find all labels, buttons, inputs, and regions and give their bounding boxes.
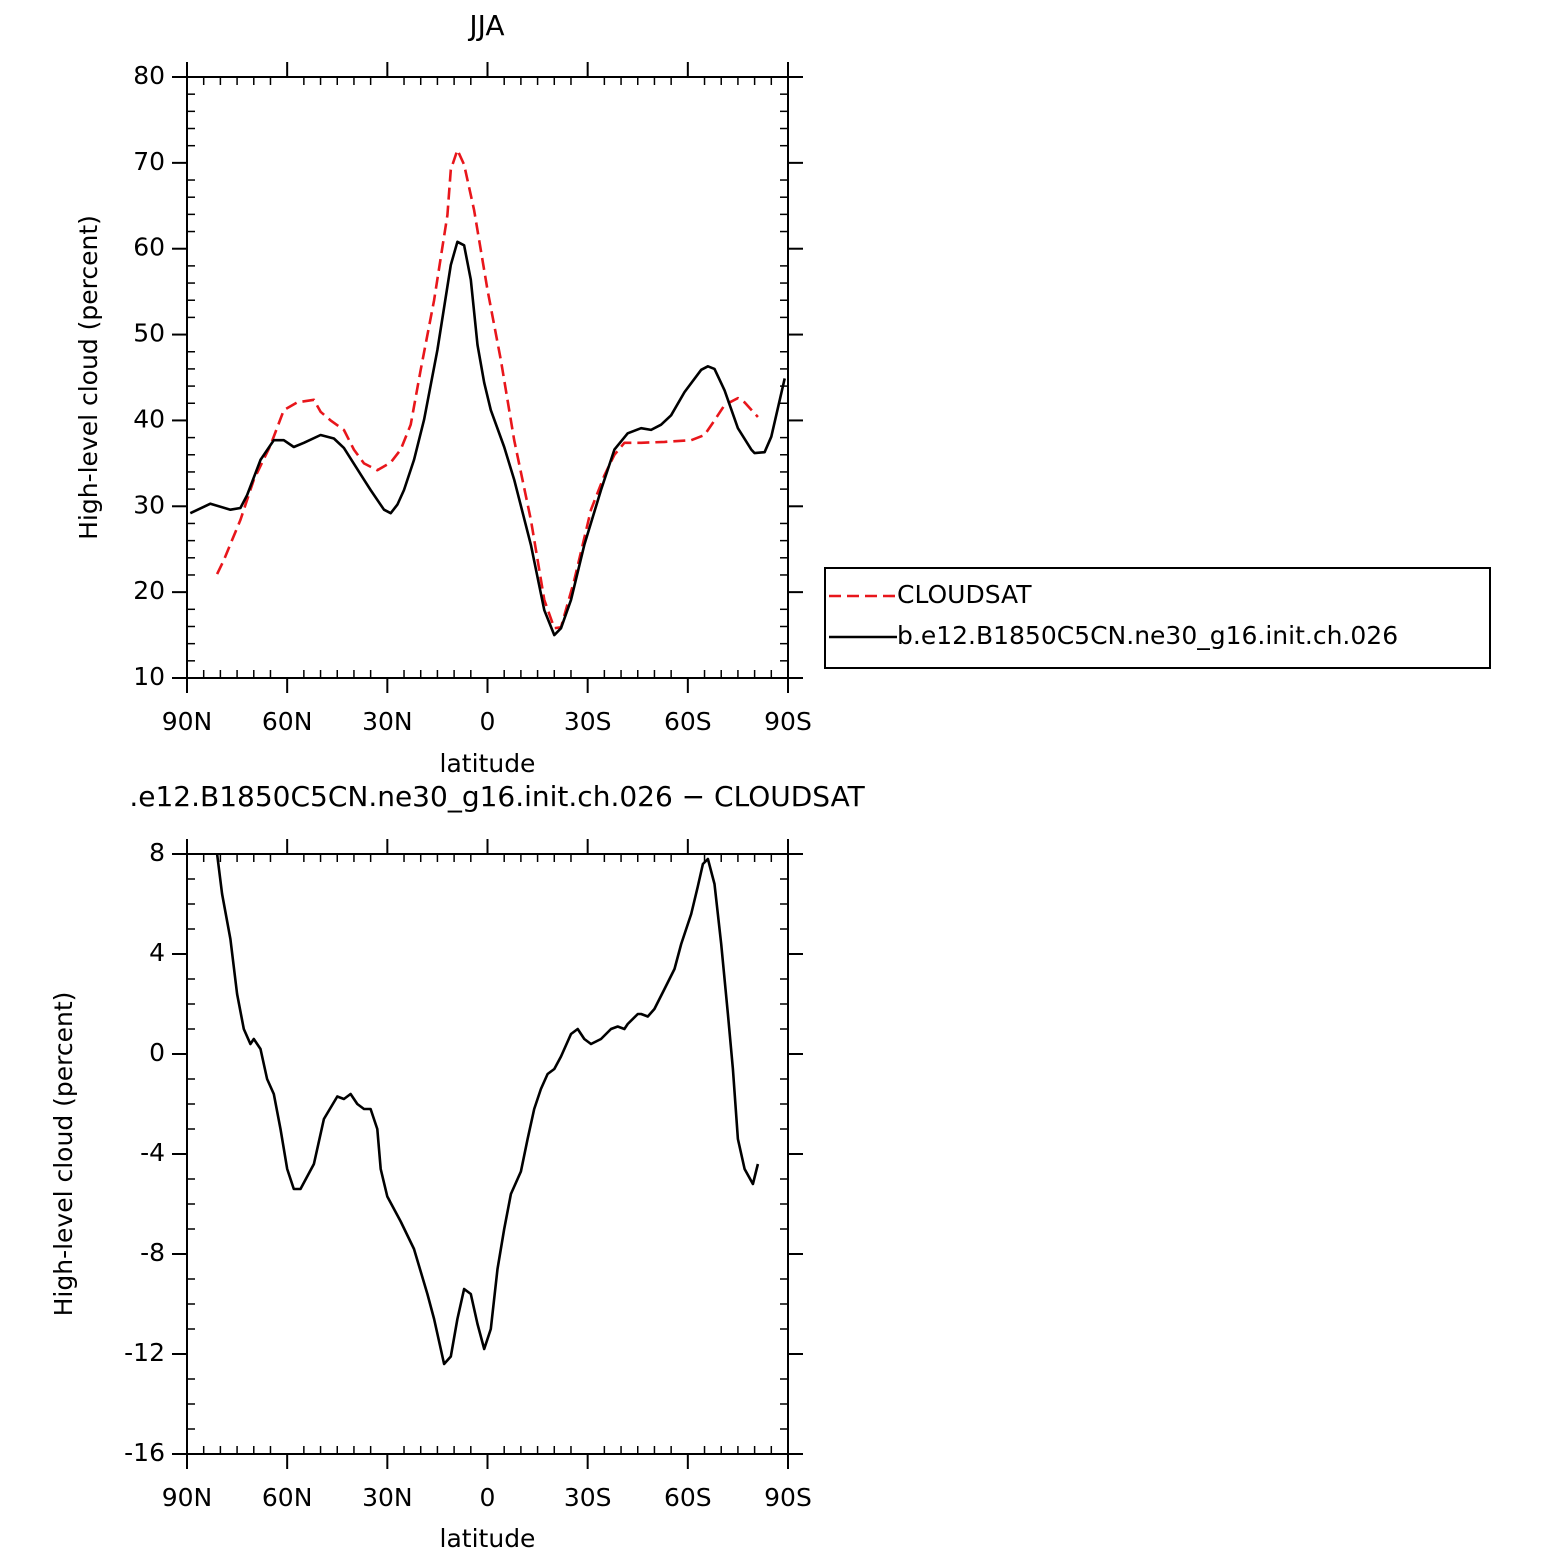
legend-label: CLOUDSAT xyxy=(897,580,1032,609)
y-tick-label: 70 xyxy=(133,147,165,176)
y-tick-label: 40 xyxy=(133,404,165,433)
y-tick-label: 60 xyxy=(133,233,165,262)
x-axis-label: latitude xyxy=(440,1524,536,1553)
x-tick-label: 90S xyxy=(764,707,812,736)
chart-title: JJA xyxy=(467,9,504,42)
y-tick-label: -8 xyxy=(140,1238,165,1267)
x-tick-label: 30N xyxy=(362,707,413,736)
y-tick-label: -16 xyxy=(124,1438,165,1467)
x-tick-label: 0 xyxy=(480,707,496,736)
y-tick-label: 20 xyxy=(133,576,165,605)
x-axis-label: latitude xyxy=(440,749,536,778)
y-axis-label: High-level cloud (percent) xyxy=(49,992,78,1317)
x-tick-label: 60N xyxy=(262,1483,313,1512)
x-tick-label: 30S xyxy=(564,707,612,736)
y-tick-label: 0 xyxy=(149,1038,165,1067)
chart-title: .e12.B1850C5CN.ne30_g16.init.ch.026 − CL… xyxy=(129,780,865,813)
y-tick-label: 50 xyxy=(133,319,165,348)
y-tick-label: -4 xyxy=(140,1138,165,1167)
series-line xyxy=(189,240,786,637)
panel: .e12.B1850C5CN.ne30_g16.init.ch.026 − CL… xyxy=(49,780,866,1553)
series-line xyxy=(215,853,760,1366)
legend-label: b.e12.B1850C5CN.ne30_g16.init.ch.026 xyxy=(897,621,1398,650)
panel: JJA 10 20 30 40 50 60 70 80 90N 60N 30N 0 30S 60S 90S la… xyxy=(74,9,1491,778)
y-tick-label: 4 xyxy=(149,938,165,967)
x-tick-label: 60S xyxy=(664,1483,712,1512)
x-tick-label: 60S xyxy=(664,707,712,736)
plot-frame xyxy=(186,76,789,679)
legend-box xyxy=(824,567,1491,669)
series-line xyxy=(215,148,759,630)
y-tick-label: 10 xyxy=(133,662,165,691)
x-tick-label: 0 xyxy=(480,1483,496,1512)
y-axis-label: High-level cloud (percent) xyxy=(74,215,103,540)
y-tick-label: -12 xyxy=(124,1338,165,1367)
y-tick-label: 30 xyxy=(133,490,165,519)
y-tick-label: 8 xyxy=(149,838,165,867)
x-tick-label: 30S xyxy=(564,1483,612,1512)
x-tick-label: 90N xyxy=(162,707,213,736)
y-tick-label: 80 xyxy=(133,61,165,90)
x-tick-label: 90N xyxy=(162,1483,213,1512)
x-tick-label: 90S xyxy=(764,1483,812,1512)
x-tick-label: 60N xyxy=(262,707,313,736)
x-tick-label: 30N xyxy=(362,1483,413,1512)
plot-frame xyxy=(186,853,789,1455)
